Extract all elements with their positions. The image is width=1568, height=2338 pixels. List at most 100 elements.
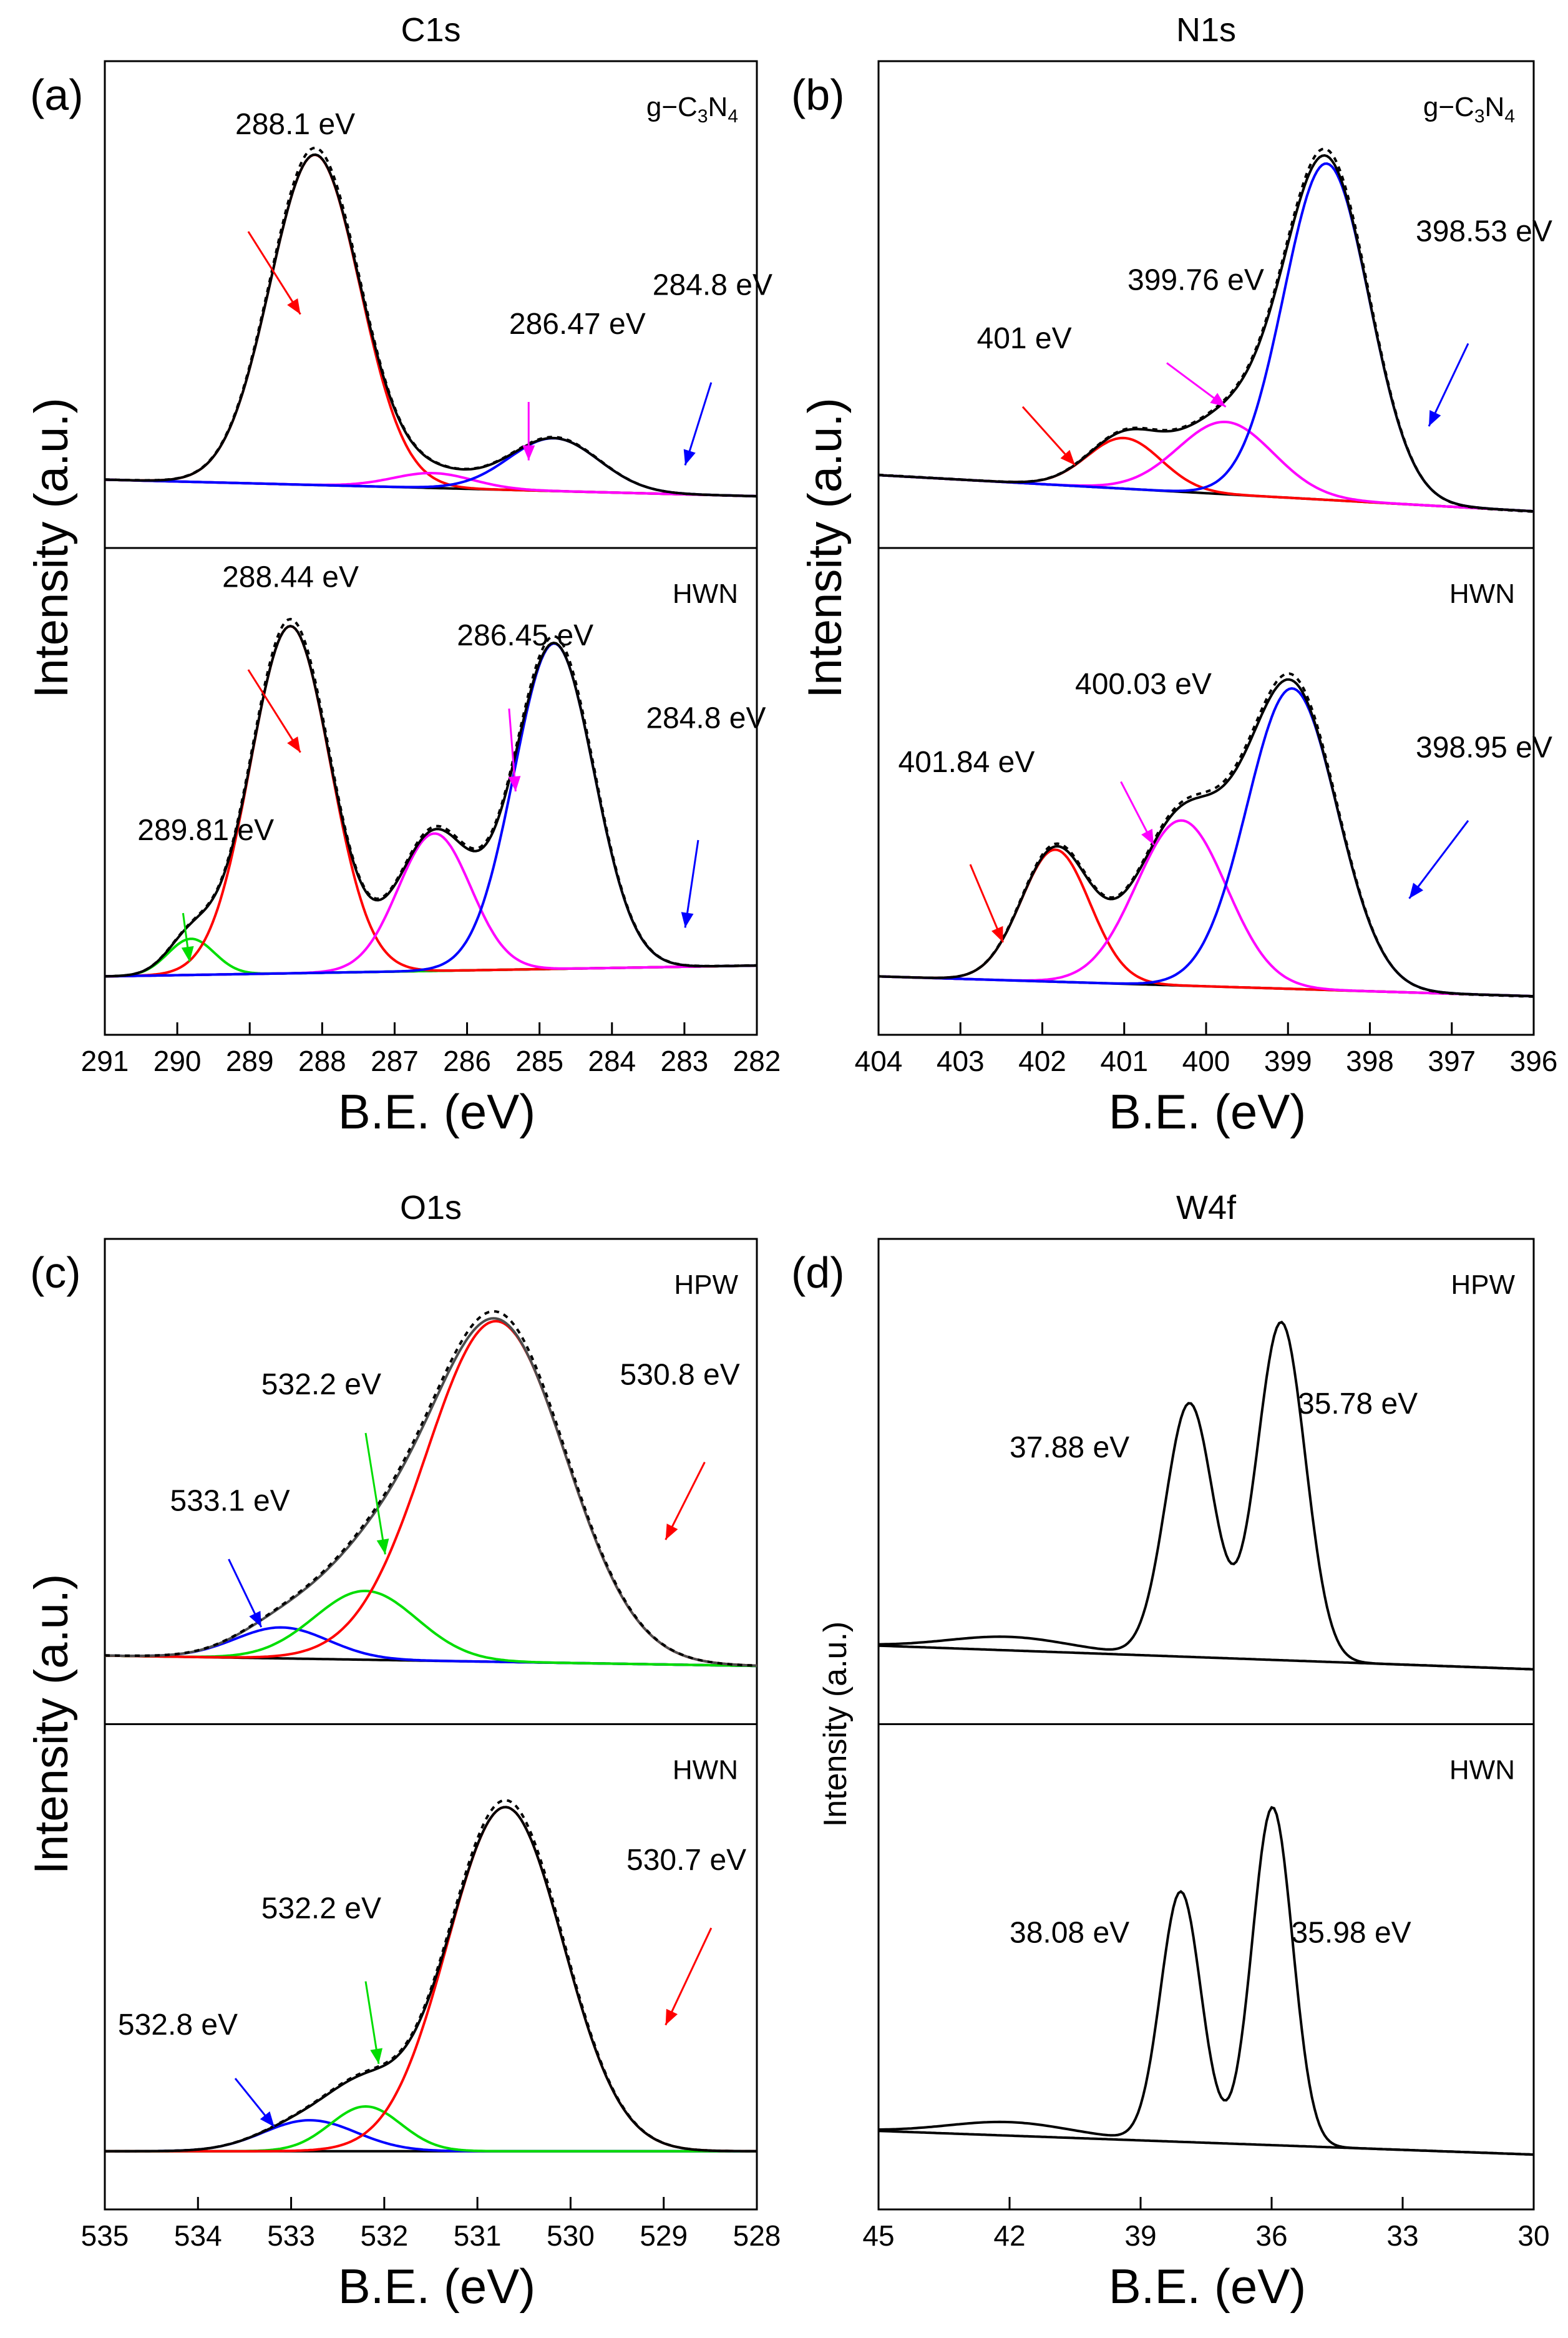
x-tick-label: 285 xyxy=(515,1045,563,1077)
annotation-arrowhead xyxy=(522,445,535,461)
panel-d: W4f (d) Intensity (a.u.) 45 42 39 36 33 30 B.E. (… xyxy=(791,1189,1550,2314)
panel-a: C1s (a) Intensity (a.u.) 291 290 289 288 287 286… xyxy=(25,11,781,1139)
peak-annotation: 37.88 eV xyxy=(1010,1431,1129,1464)
sample-label: HWN xyxy=(1449,579,1515,609)
fit-peak-1 xyxy=(878,420,1534,513)
x-tick-label: 42 xyxy=(993,2219,1025,2252)
annotation-arrowhead xyxy=(376,1538,389,1555)
sample-label-sub: 4 xyxy=(1504,106,1515,127)
sample-label: HWN xyxy=(673,579,738,609)
annotation-arrowhead xyxy=(181,946,194,962)
x-tick-label: 530 xyxy=(547,2219,595,2252)
annotation-arrow xyxy=(364,1432,386,1555)
x-tick-label: 404 xyxy=(855,1045,903,1077)
x-tick-label: 403 xyxy=(937,1045,985,1077)
annotation-arrowhead xyxy=(1060,449,1075,466)
spectrum-line xyxy=(879,1806,1534,2156)
fit-peak-0 xyxy=(104,154,757,497)
fit-peak-0 xyxy=(878,436,1534,513)
x-tick-label: 45 xyxy=(862,2219,894,2252)
sample-label: g−C3N4 xyxy=(646,92,738,127)
annotation-arrow xyxy=(247,231,301,315)
x-tick-label: 283 xyxy=(661,1045,709,1077)
sample-label: g−C3N4 xyxy=(1423,92,1515,127)
y-axis-label: Intensity (a.u.) xyxy=(817,1621,854,1827)
annotation-arrow xyxy=(1408,819,1469,899)
peak-annotation: 400.03 eV xyxy=(1075,668,1212,701)
peak-annotation: 401 eV xyxy=(977,322,1072,355)
annotation-arrowhead xyxy=(370,2048,382,2064)
annotation-arrowhead xyxy=(287,298,301,315)
annotation-arrowhead xyxy=(991,926,1003,942)
x-tick-label: 288 xyxy=(298,1045,346,1077)
x-tick-label: 286 xyxy=(443,1045,491,1077)
raw-data-line xyxy=(104,146,757,498)
panel-label: (c) xyxy=(30,1248,81,1297)
x-tick-label: 532 xyxy=(360,2219,408,2252)
fit-peak-0 xyxy=(878,848,1534,998)
raw-data-line xyxy=(104,617,757,978)
panel-title: N1s xyxy=(1176,11,1236,49)
y-axis-label: Intensity (a.u.) xyxy=(25,1574,78,1875)
peak-annotation: 35.78 eV xyxy=(1298,1387,1418,1421)
annotation-arrowhead xyxy=(683,449,696,466)
envelope-line xyxy=(878,678,1534,998)
raw-data-line xyxy=(878,672,1534,998)
x-tick-label: 39 xyxy=(1124,2219,1156,2252)
x-axis-label: B.E. (eV) xyxy=(1109,1084,1306,1139)
peak-annotation: 288.1 eV xyxy=(235,108,355,141)
x-tick-label: 398 xyxy=(1346,1045,1394,1077)
envelope-line xyxy=(104,625,757,978)
peak-annotation: 530.7 eV xyxy=(626,1844,746,1877)
peak-annotation: 398.53 eV xyxy=(1416,215,1552,248)
x-tick-label: 30 xyxy=(1517,2219,1549,2252)
annotation-arrowhead xyxy=(508,776,521,791)
x-axis-label: B.E. (eV) xyxy=(338,2259,535,2314)
annotation-arrowhead xyxy=(681,912,694,928)
x-tick-label: 402 xyxy=(1018,1045,1066,1077)
panel-label: (b) xyxy=(791,71,845,119)
x-tick-label: 534 xyxy=(174,2219,222,2252)
x-tick-label: 396 xyxy=(1510,1045,1558,1077)
peak-annotation: 533.1 eV xyxy=(170,1484,290,1517)
x-tick-label: 287 xyxy=(371,1045,419,1077)
fit-peak-1 xyxy=(104,625,757,978)
annotation-arrowhead xyxy=(1409,883,1423,899)
sample-label: HPW xyxy=(674,1269,738,1300)
envelope-line xyxy=(104,153,757,497)
annotation-arrowhead xyxy=(260,2111,275,2127)
sample-label-part: g−C xyxy=(646,92,698,122)
x-axis-label: B.E. (eV) xyxy=(1109,2259,1306,2314)
peak-annotation: 286.47 eV xyxy=(509,308,646,341)
sample-label: HWN xyxy=(1449,1755,1515,1786)
peak-annotation: 284.8 eV xyxy=(653,268,772,301)
peak-annotation: 288.44 eV xyxy=(222,560,359,594)
panel-label: (a) xyxy=(30,71,84,119)
peak-annotation: 286.45 eV xyxy=(457,619,593,652)
panel-title: W4f xyxy=(1176,1189,1237,1226)
sample-label-sub: 4 xyxy=(728,106,738,127)
peak-annotation: 38.08 eV xyxy=(1010,1916,1129,1949)
raw-data-line xyxy=(105,1799,757,2153)
x-tick-label: 400 xyxy=(1182,1045,1230,1077)
annotation-arrowhead xyxy=(249,1611,261,1627)
panel-title: C1s xyxy=(401,11,460,49)
x-tick-label: 529 xyxy=(640,2219,688,2252)
fit-peak-1 xyxy=(105,2105,757,2153)
y-axis-label: Intensity (a.u.) xyxy=(799,398,852,698)
x-tick-label: 535 xyxy=(81,2219,129,2252)
peak-annotation: 399.76 eV xyxy=(1127,264,1264,297)
fit-peak-3 xyxy=(104,642,757,978)
x-tick-label: 290 xyxy=(153,1045,202,1077)
annotation-arrowhead xyxy=(1141,828,1154,845)
fit-peak-0 xyxy=(105,2119,757,2153)
annotation-arrowhead xyxy=(287,736,301,753)
x-tick-label: 284 xyxy=(588,1045,636,1077)
peak-annotation: 532.8 eV xyxy=(118,2008,238,2042)
panel-c: O1s (c) Intensity (a.u.) 535 534 533 532 531 530… xyxy=(25,1189,781,2314)
sample-label-sub: 3 xyxy=(698,106,708,127)
annotation-arrow xyxy=(665,1927,713,2026)
x-tick-label: 289 xyxy=(226,1045,274,1077)
spectrum-line xyxy=(879,1321,1534,1671)
